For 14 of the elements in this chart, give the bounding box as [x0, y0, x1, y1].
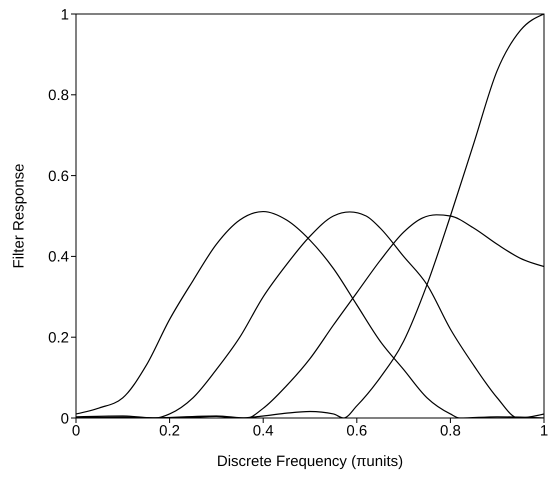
x-tick-label: 0.8 [440, 422, 461, 440]
y-tick-label: 0 [60, 410, 69, 428]
x-tick-label: 0.2 [159, 422, 180, 440]
x-tick-label: 1 [540, 422, 548, 440]
y-tick-label: 0.4 [48, 248, 69, 266]
y-tick-label: 0.8 [48, 87, 69, 104]
x-tick-label: 0.4 [252, 422, 274, 440]
y-axis-title: Filter Response [10, 163, 28, 269]
y-tick-label: 0.2 [48, 330, 69, 347]
x-axis-title: Discrete Frequency (πunits) [216, 453, 404, 470]
x-tick-label: 0.6 [346, 422, 368, 440]
y-tick-label: 1 [60, 6, 69, 24]
x-tick-label: 0 [72, 422, 80, 440]
y-tick-label: 0.6 [48, 168, 69, 185]
